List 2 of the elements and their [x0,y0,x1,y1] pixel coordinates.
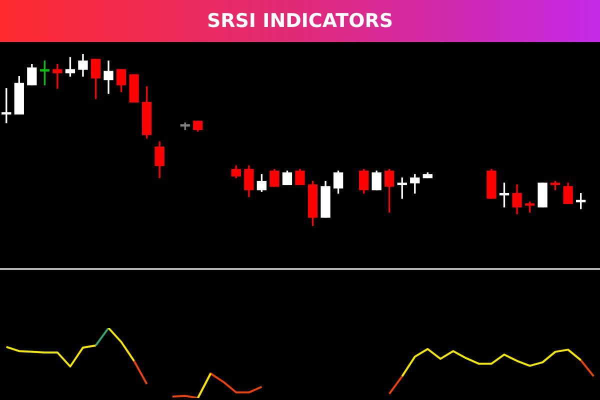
candlestick [52,64,62,89]
chart-title: SRSI INDICATORS [0,0,600,42]
